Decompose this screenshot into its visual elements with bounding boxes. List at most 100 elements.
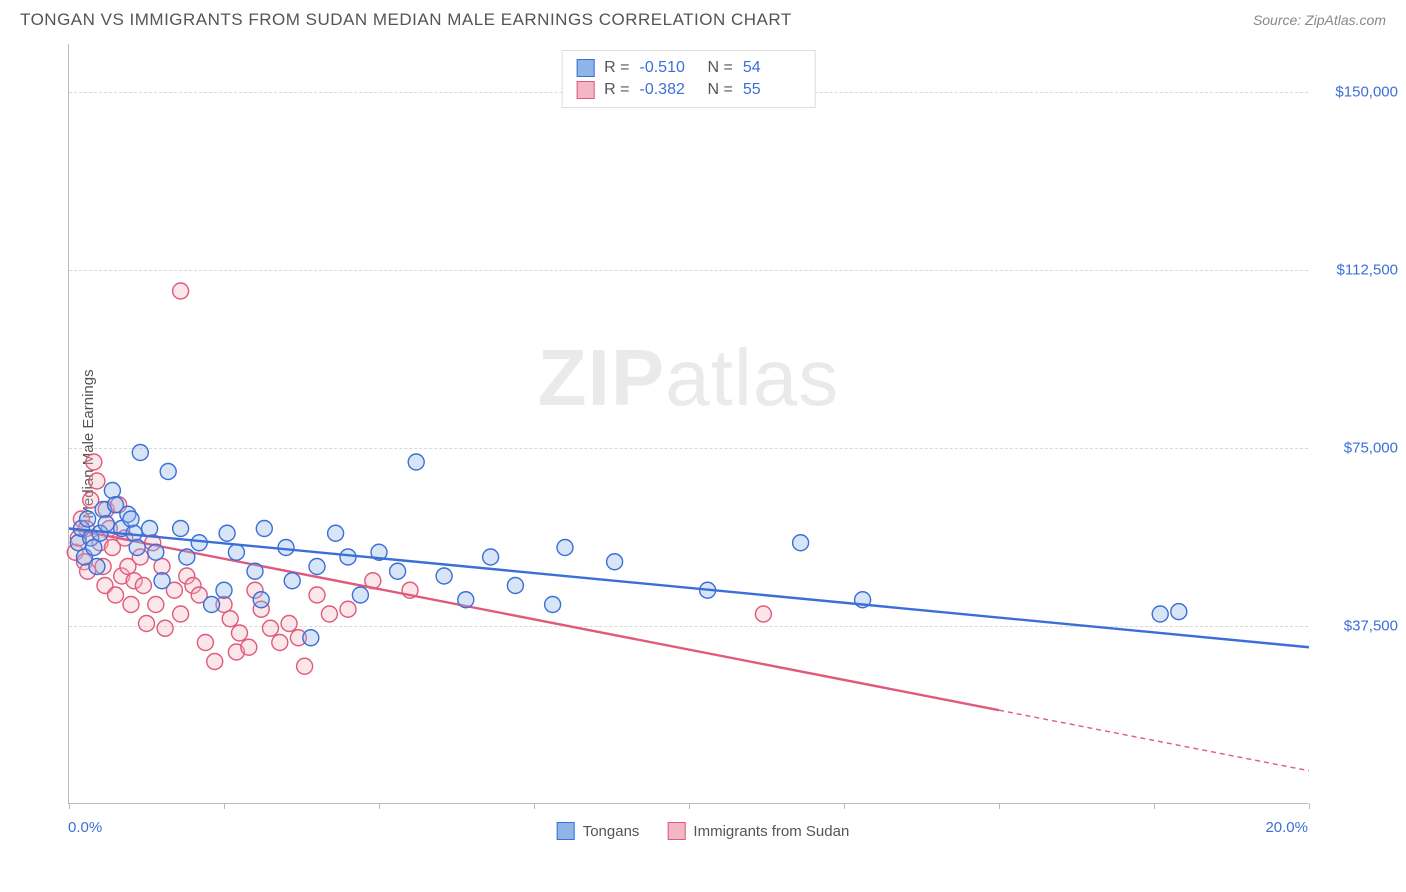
data-point-a [793, 535, 809, 551]
n-label: N = [708, 59, 733, 77]
data-point-b [148, 597, 164, 613]
data-point-a [173, 521, 189, 537]
data-point-b [139, 616, 155, 632]
data-point-a [132, 445, 148, 461]
data-point-a [154, 573, 170, 589]
data-point-b [321, 606, 337, 622]
y-tick-label: $112,500 [1314, 261, 1398, 278]
data-point-b [281, 616, 297, 632]
r-value-series-b: -0.382 [640, 81, 698, 99]
data-point-a [253, 592, 269, 608]
r-label: R = [604, 59, 629, 77]
data-point-a [256, 521, 272, 537]
x-tick-mark [224, 803, 225, 809]
data-point-b [207, 654, 223, 670]
data-point-a [352, 587, 368, 603]
data-point-a [303, 630, 319, 646]
y-tick-label: $150,000 [1314, 83, 1398, 100]
x-tick-mark [689, 803, 690, 809]
data-point-a [328, 525, 344, 541]
data-point-b [263, 620, 279, 636]
data-point-b [232, 625, 248, 641]
source-attribution: Source: ZipAtlas.com [1253, 12, 1386, 28]
data-point-a [436, 568, 452, 584]
swatch-series-b [667, 822, 685, 840]
data-point-a [247, 563, 263, 579]
data-point-b [197, 635, 213, 651]
data-point-b [297, 658, 313, 674]
data-point-a [80, 511, 96, 527]
scatter-svg [69, 44, 1308, 803]
data-point-a [228, 544, 244, 560]
data-point-b [173, 606, 189, 622]
swatch-series-a [576, 59, 594, 77]
data-point-a [284, 573, 300, 589]
data-point-a [160, 464, 176, 480]
data-point-a [340, 549, 356, 565]
x-tick-mark [534, 803, 535, 809]
x-tick-mark [844, 803, 845, 809]
legend-item-series-a: Tongans [557, 822, 640, 840]
data-point-b [123, 597, 139, 613]
data-point-a [148, 544, 164, 560]
data-point-b [135, 578, 151, 594]
n-value-series-b: 55 [743, 81, 801, 99]
data-point-b [272, 635, 288, 651]
data-point-b [157, 620, 173, 636]
data-point-a [129, 540, 145, 556]
data-point-a [204, 597, 220, 613]
data-point-a [607, 554, 623, 570]
data-point-a [278, 540, 294, 556]
data-point-a [458, 592, 474, 608]
data-point-a [98, 516, 114, 532]
data-point-b [108, 587, 124, 603]
data-point-a [191, 535, 207, 551]
legend-label-series-a: Tongans [583, 823, 640, 840]
y-tick-label: $37,500 [1314, 617, 1398, 634]
data-point-b [173, 283, 189, 299]
data-point-a [1152, 606, 1168, 622]
stats-row-series-a: R = -0.510 N = 54 [576, 57, 801, 79]
r-label: R = [604, 81, 629, 99]
x-tick-mark [999, 803, 1000, 809]
data-point-a [89, 559, 105, 575]
bottom-legend: Tongans Immigrants from Sudan [557, 822, 850, 840]
data-point-a [179, 549, 195, 565]
x-tick-mark [1154, 803, 1155, 809]
chart-title: TONGAN VS IMMIGRANTS FROM SUDAN MEDIAN M… [20, 10, 792, 30]
x-tick-mark [379, 803, 380, 809]
chart-container: Median Male Earnings ZIPatlas $37,500$75… [20, 34, 1386, 854]
data-point-a [142, 521, 158, 537]
n-label: N = [708, 81, 733, 99]
stats-legend-box: R = -0.510 N = 54 R = -0.382 N = 55 [561, 50, 816, 108]
data-point-a [219, 525, 235, 541]
trend-line-b [69, 529, 999, 711]
data-point-a [390, 563, 406, 579]
data-point-a [483, 549, 499, 565]
data-point-b [222, 611, 238, 627]
y-tick-label: $75,000 [1314, 439, 1398, 456]
x-axis-min-label: 0.0% [68, 819, 102, 836]
n-value-series-a: 54 [743, 59, 801, 77]
data-point-a [104, 483, 120, 499]
data-point-a [216, 582, 232, 598]
data-point-a [123, 511, 139, 527]
legend-label-series-b: Immigrants from Sudan [693, 823, 849, 840]
data-point-a [545, 597, 561, 613]
data-point-b [86, 454, 102, 470]
legend-item-series-b: Immigrants from Sudan [667, 822, 849, 840]
r-value-series-a: -0.510 [640, 59, 698, 77]
stats-row-series-b: R = -0.382 N = 55 [576, 79, 801, 101]
x-tick-mark [1309, 803, 1310, 809]
data-point-b [89, 473, 105, 489]
data-point-a [309, 559, 325, 575]
data-point-a [1171, 604, 1187, 620]
x-tick-mark [69, 803, 70, 809]
data-point-b [241, 639, 257, 655]
data-point-a [408, 454, 424, 470]
data-point-b [340, 601, 356, 617]
x-axis-max-label: 20.0% [1265, 819, 1308, 836]
data-point-a [507, 578, 523, 594]
data-point-a [557, 540, 573, 556]
plot-area: ZIPatlas $37,500$75,000$112,500$150,000 … [68, 44, 1308, 804]
